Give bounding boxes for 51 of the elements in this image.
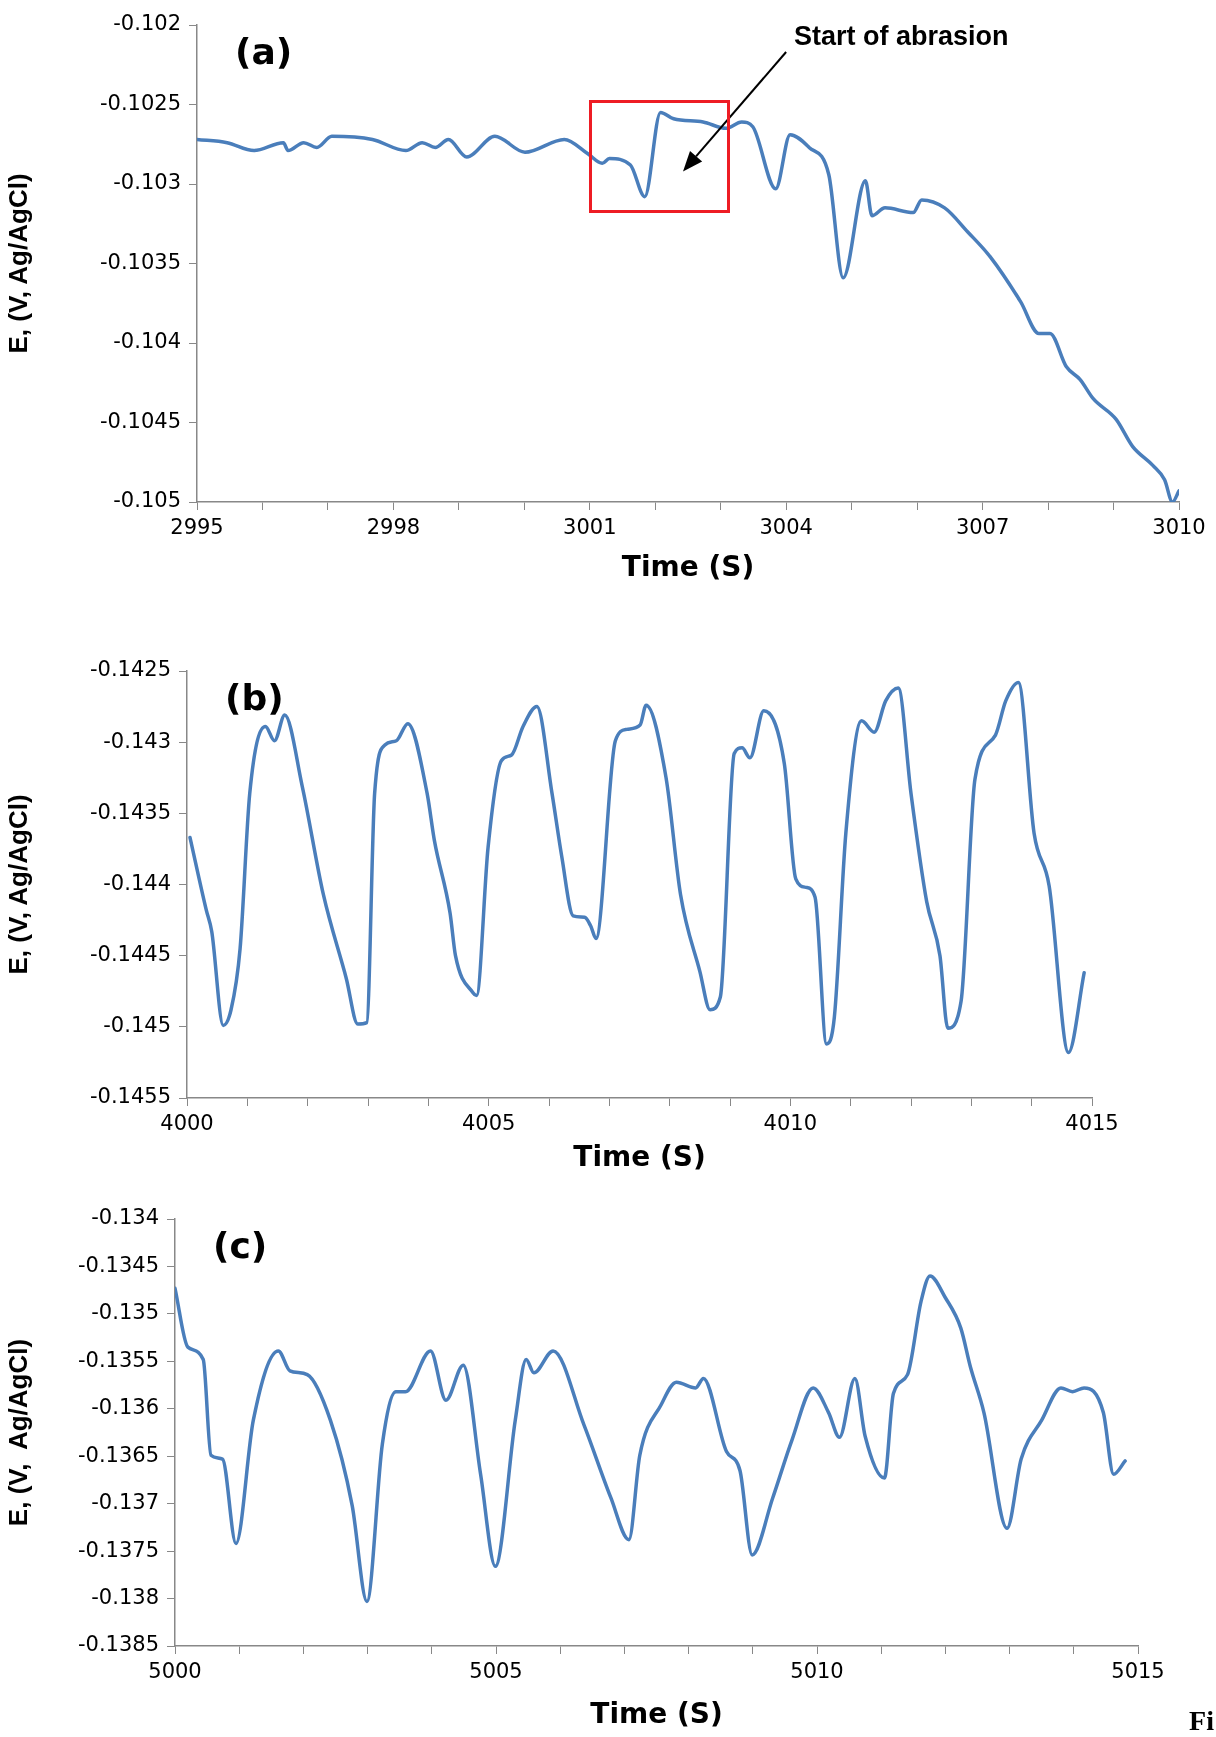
x-tick-label: 2998: [366, 515, 421, 540]
y-tick-label: -0.1045: [99, 408, 181, 433]
chart-title: (b): [225, 677, 284, 719]
y-tick-label: -0.138: [91, 1585, 159, 1610]
chart-title: (a): [235, 31, 293, 73]
y-tick-label: -0.105: [113, 488, 181, 513]
x-tick-label: 4015: [1065, 1111, 1119, 1136]
x-axis-title: Time (S): [573, 1140, 706, 1174]
x-tick-label: 3004: [759, 515, 813, 540]
y-tick-label: -0.1365: [77, 1442, 159, 1467]
x-tick-label: 4010: [763, 1111, 818, 1136]
line-series: [188, 680, 1086, 1055]
y-tick-label: -0.1035: [99, 249, 181, 274]
annotation: Start of abrasion: [794, 21, 1009, 52]
y-tick-label: -0.145: [103, 1013, 171, 1038]
y-tick-label: -0.134: [91, 1205, 159, 1230]
y-tick-label: -0.137: [91, 1490, 159, 1515]
y-tick-label: -0.1355: [77, 1347, 159, 1372]
x-tick-label: 2995: [170, 515, 224, 540]
y-tick-label: -0.1385: [77, 1632, 159, 1657]
x-tick-label: 5005: [469, 1659, 523, 1684]
x-axis-title: Time (S): [590, 1697, 723, 1731]
chart-title: (c): [213, 1225, 268, 1267]
x-tick-label: 5000: [148, 1659, 202, 1684]
y-tick-label: -0.143: [103, 728, 171, 753]
y-axis-title: E, (V, Ag/AgCl): [2, 794, 33, 975]
y-tick-label: -0.1425: [89, 657, 171, 682]
text: Fi: [1189, 1705, 1214, 1737]
x-axis-title: Time (S): [621, 550, 755, 584]
y-tick-label: -0.1445: [89, 942, 171, 967]
x-tick-label: 5015: [1111, 1659, 1165, 1684]
x-tick-label: 5010: [790, 1659, 844, 1684]
y-tick-label: -0.136: [91, 1395, 159, 1420]
y-tick-label: -0.104: [113, 329, 181, 354]
y-tick-label: -0.135: [91, 1300, 159, 1325]
y-axis-title: E, (V, Ag/AgCl): [2, 1338, 33, 1527]
line-series: [175, 1274, 1127, 1604]
y-tick-label: -0.1375: [77, 1537, 159, 1562]
x-tick-label: 4000: [160, 1111, 214, 1136]
x-tick-label: 3007: [955, 515, 1010, 540]
y-tick-label: -0.1455: [89, 1084, 171, 1109]
x-tick-label: 3001: [563, 515, 617, 540]
x-tick-label: 4005: [461, 1111, 516, 1136]
y-tick-label: -0.103: [113, 170, 181, 195]
y-tick-label: -0.102: [113, 11, 181, 36]
y-tick-label: -0.144: [103, 870, 171, 895]
x-tick-label: 3010: [1152, 515, 1206, 540]
y-tick-label: -0.1025: [99, 90, 181, 115]
y-axis-title: E, (V, Ag/AgCl): [2, 173, 33, 354]
y-tick-label: -0.1435: [89, 799, 171, 824]
y-tick-label: -0.1345: [77, 1252, 159, 1277]
